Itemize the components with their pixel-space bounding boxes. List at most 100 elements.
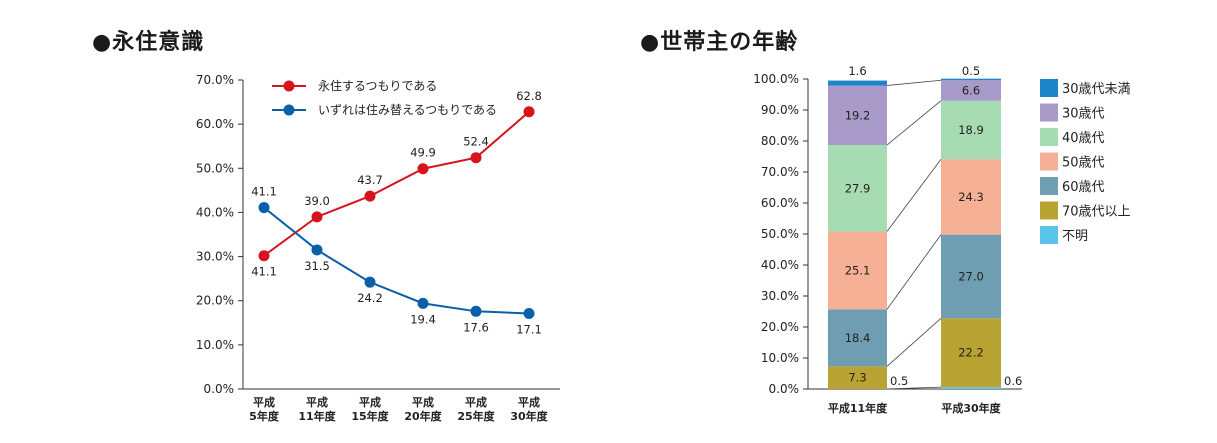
legend-line-label: 永住するつもりである (318, 79, 437, 93)
line-data-label: 39.0 (304, 194, 330, 208)
bar-y-tick-label: 10.0% (761, 351, 799, 365)
line-x-tick-label: 平成 5年度 (249, 395, 280, 423)
bar-segment (941, 234, 1001, 319)
line-y-tick-label: 70.0% (196, 73, 234, 87)
legend-line-marker (283, 104, 295, 116)
bar-connector-line (886, 234, 942, 310)
bar-legend-label: 不明 (1062, 229, 1088, 244)
bar-y-tick-label: 30.0% (761, 289, 799, 303)
bar-segment-label: 25.1 (845, 263, 871, 277)
line-data-label: 49.9 (410, 146, 436, 160)
bar-y-tick-label: 50.0% (761, 227, 799, 241)
bar-y-tick-label: 60.0% (761, 196, 799, 210)
bar-y-tick-label: 0.0% (769, 382, 800, 396)
bar-segment-label: 6.6 (962, 83, 980, 97)
bar-segment-label: 7.3 (848, 371, 866, 385)
bar-segment (828, 366, 887, 389)
line-series-1-point (523, 106, 535, 118)
bar-y-tick-label: 20.0% (761, 320, 799, 334)
bar-segment-label: 19.2 (845, 108, 871, 122)
bar-y-tick-label: 80.0% (761, 134, 799, 148)
line-y-tick-label: 20.0% (196, 294, 234, 308)
bar-y-tick-label: 40.0% (761, 258, 799, 272)
line-series-1-point (258, 250, 270, 262)
line-x-tick-label: 平成 15年度 (351, 395, 389, 423)
line-series-2-point (364, 276, 376, 288)
bar-top-label: 1.6 (848, 64, 866, 78)
line-x-tick-label: 平成 20年度 (404, 395, 442, 423)
bar-outside-label: 0.5 (890, 374, 908, 388)
line-data-label: 52.4 (463, 135, 489, 149)
line-x-tick-label: 平成 25年度 (457, 395, 495, 423)
bar-segment (828, 309, 887, 367)
bar-connector-line (886, 159, 942, 232)
line-series-2-point (258, 202, 270, 214)
line-data-label: 17.1 (516, 323, 542, 337)
line-data-label: 19.4 (410, 312, 436, 326)
bar-legend-swatch (1040, 128, 1058, 146)
line-series-1-point (311, 211, 323, 223)
bar-segment-label: 24.3 (958, 190, 984, 204)
bar-legend-swatch (1040, 201, 1058, 220)
bar-outside-label: 0.6 (1004, 374, 1022, 388)
householder-age-stacked-bar-chart: 0.0% 10.0% 20.0% 30.0% 40.0% 50.0% 60.0% 70.0% 8… (753, 64, 1131, 415)
line-series-2-point (311, 244, 323, 256)
bar-segment-label: 22.2 (958, 346, 984, 360)
line-y-tick-label: 40.0% (196, 205, 234, 219)
bar-x-tick-label: 平成11年度 (828, 401, 888, 415)
line-series-1-point (364, 190, 376, 202)
bar-segment (828, 145, 887, 232)
bar-legend-swatch (1040, 79, 1058, 97)
line-data-label: 41.1 (251, 185, 277, 199)
bar-connector-line (886, 318, 942, 367)
line-y-tick-label: 0.0% (204, 382, 235, 396)
legend-line-label: いずれは住み替えるつもりである (318, 103, 497, 117)
bar-legend-swatch (1040, 226, 1058, 244)
bar-segment (941, 159, 1001, 235)
line-data-label: 41.1 (251, 265, 277, 279)
bar-legend-label: 60歳代 (1062, 180, 1105, 195)
line-series-2-point (523, 308, 535, 320)
line-series-2 (263, 206, 530, 315)
bar-y-tick-label: 90.0% (761, 103, 799, 117)
bar-legend-label: 70歳代以上 (1062, 205, 1131, 220)
line-data-label: 24.2 (357, 291, 383, 305)
line-y-tick-label: 30.0% (196, 250, 234, 264)
bar-legend-label: 40歳代 (1062, 131, 1105, 146)
permanent-residence-line-chart: 0.0% 10.0% 20.0% 30.0% 40.0% 50.0% 60.0% 70.0% 平… (196, 73, 560, 423)
bar-connector-line (886, 79, 942, 86)
bar-segment (941, 387, 1001, 389)
line-series-1 (263, 111, 530, 257)
bar-segment (828, 80, 887, 86)
line-y-tick-label: 60.0% (196, 117, 234, 131)
bar-y-tick-label: 100.0% (753, 72, 799, 86)
bar-connector-line (886, 100, 942, 146)
bar-top-label: 0.5 (962, 64, 980, 78)
bar-segment-label: 18.4 (845, 331, 871, 345)
line-data-label: 43.7 (357, 173, 383, 187)
bar-legend-label: 30歳代未満 (1062, 82, 1131, 97)
bar-segment (828, 85, 887, 146)
bar-legend-swatch (1040, 103, 1058, 122)
bar-legend-label: 30歳代 (1062, 107, 1105, 122)
bar-segment-label: 18.9 (958, 123, 984, 137)
line-series-2-point (417, 297, 429, 309)
bar-segment (941, 80, 1001, 101)
line-data-label: 17.6 (463, 320, 489, 334)
line-series-2-point (470, 305, 482, 317)
line-x-tick-label: 平成 30年度 (510, 395, 548, 423)
bar-segment (828, 231, 887, 310)
bar-segment (941, 78, 1001, 81)
bar-segment-label: 27.9 (845, 181, 871, 195)
line-y-tick-label: 10.0% (196, 338, 234, 352)
line-data-label: 31.5 (304, 259, 330, 273)
line-series-1-point (470, 152, 482, 164)
bar-legend-label: 50歳代 (1062, 156, 1105, 171)
bar-segment (941, 100, 1001, 160)
line-chart-title: ●永住意識 (92, 30, 205, 55)
bar-connector-line (886, 386, 942, 390)
line-y-tick-label: 50.0% (196, 161, 234, 175)
bar-legend-swatch (1040, 152, 1058, 171)
line-series-1-point (417, 163, 429, 175)
line-data-label: 62.8 (516, 89, 542, 103)
